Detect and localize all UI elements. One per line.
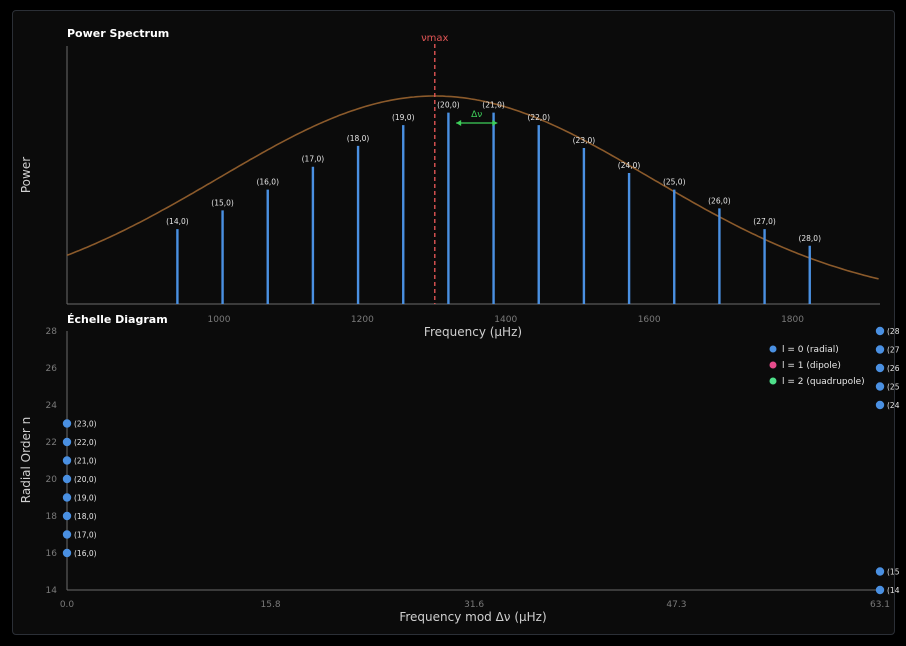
power-x-ticks: 1000 1200 1400 1600 1800: [208, 315, 805, 325]
echelle-point-label: (21,0): [74, 457, 97, 466]
legend-marker-l1: [769, 361, 777, 369]
echelle-y-tick-label: 26: [46, 364, 58, 374]
power-x-tick-label: 1000: [208, 315, 231, 325]
mode-peak-label: (15,0): [211, 198, 234, 207]
mode-peak-label: (21,0): [482, 101, 505, 110]
power-spectrum-title: Power Spectrum: [67, 27, 169, 40]
echelle-point: [875, 326, 885, 336]
power-envelope-curve: [66, 95, 879, 280]
chart-panel: [12, 10, 895, 635]
echelle-point: [62, 419, 72, 428]
power-y-label: Power: [19, 157, 33, 193]
legend-label-l0: l = 0 (radial): [782, 345, 839, 355]
echelle-point-label: (28: [887, 327, 900, 336]
legend-marker-l2: [769, 377, 777, 385]
echelle-point-label: (20,0): [74, 475, 97, 484]
mode-peak-label: (16,0): [256, 178, 279, 187]
echelle-point-label: (24: [887, 401, 900, 410]
echelle-y-tick-label: 28: [46, 327, 58, 337]
echelle-x-tick-label: 63.1: [870, 600, 890, 610]
delta-nu-arrowhead-left: [456, 120, 462, 126]
echelle-x-tick-label: 47.3: [666, 600, 686, 610]
echelle-point: [62, 511, 72, 521]
mode-peak-label: (14,0): [166, 217, 189, 226]
delta-nu-marker: Δν: [456, 110, 498, 126]
echelle-point: [62, 530, 72, 539]
mode-peak-label: (22,0): [527, 113, 550, 122]
echelle-title: Échelle Diagram: [67, 313, 168, 326]
power-x-tick-label: 1600: [638, 315, 661, 325]
echelle-point: [62, 548, 72, 558]
echelle-point-label: (26: [887, 364, 900, 373]
echelle-point-label: (23,0): [74, 420, 97, 429]
legend-label-l1: l = 1 (dipole): [782, 361, 841, 371]
echelle-y-tick-label: 14: [46, 586, 58, 596]
echelle-point: [62, 493, 72, 502]
echelle-y-tick-label: 18: [46, 512, 58, 522]
mode-peak-label: (18,0): [347, 134, 370, 143]
echelle-y-tick-label: 16: [46, 549, 58, 559]
echelle-y-tick-label: 20: [46, 475, 58, 485]
echelle-x-tick-label: 0.0: [60, 600, 75, 610]
echelle-x-tick-label: 31.6: [464, 600, 484, 610]
echelle-y-label: Radial Order n: [19, 417, 33, 503]
mode-peak-label: (26,0): [708, 196, 731, 205]
echelle-panel: Échelle Diagram Radial Order n Frequency…: [19, 313, 900, 624]
echelle-x-ticks: 0.0 15.8 31.6 47.3 63.1: [60, 600, 890, 610]
echelle-point-label: (22,0): [74, 438, 97, 447]
mode-peak-label: (20,0): [437, 101, 460, 110]
echelle-point-label: (25: [887, 383, 900, 392]
echelle-point: [62, 474, 72, 484]
mode-peak-label: (17,0): [302, 155, 325, 164]
echelle-point-label: (15: [887, 568, 900, 577]
mode-peak-label: (23,0): [573, 136, 596, 145]
mode-peak-label: (28,0): [798, 234, 821, 243]
echelle-point-label: (27: [887, 346, 900, 355]
delta-nu-arrowhead-right: [492, 120, 498, 126]
echelle-y-tick-label: 24: [46, 401, 58, 411]
mode-peak-label: (19,0): [392, 113, 415, 122]
echelle-point-label: (14: [887, 586, 900, 595]
echelle-y-ticks: 14 16 18 20 22 24 26 28: [46, 327, 58, 596]
echelle-point-label: (16,0): [74, 549, 97, 558]
echelle-legend: l = 0 (radial) l = 1 (dipole) l = 2 (qua…: [769, 345, 865, 387]
echelle-x-label: Frequency mod Δν (μHz): [399, 610, 546, 624]
echelle-point: [875, 382, 885, 391]
echelle-point: [62, 437, 72, 447]
power-x-label: Frequency (μHz): [424, 325, 522, 339]
mode-peak-label: (24,0): [618, 161, 641, 170]
power-spectrum-panel: Power Spectrum Power Frequency (μHz) 100…: [19, 27, 880, 339]
echelle-point-label: (18,0): [74, 512, 97, 521]
mode-peak-label: (25,0): [663, 178, 686, 187]
echelle-point: [875, 363, 885, 373]
echelle-point: [875, 345, 885, 354]
echelle-point: [62, 456, 72, 465]
delta-nu-label: Δν: [471, 110, 482, 120]
echelle-x-tick-label: 15.8: [261, 600, 281, 610]
legend-marker-l0: [769, 345, 777, 353]
power-x-tick-label: 1800: [781, 315, 804, 325]
echelle-y-tick-label: 22: [46, 438, 57, 448]
power-x-tick-label: 1400: [494, 315, 517, 325]
echelle-points: (16,0) (17,0) (18,0) (19,0) (20,0) (21,0) (22,…: [62, 326, 900, 595]
echelle-point: [875, 567, 885, 576]
numax-label: νmax: [421, 33, 448, 44]
echelle-point: [875, 400, 885, 410]
mode-peak-label: (27,0): [753, 217, 776, 226]
mode-peaks: (14,0) (15,0) (16,0) (17,0) (18,0) (19,0) (20,…: [166, 101, 821, 304]
echelle-point-label: (19,0): [74, 494, 97, 503]
power-x-tick-label: 1200: [351, 315, 374, 325]
legend-label-l2: l = 2 (quadrupole): [782, 377, 865, 387]
echelle-point-label: (17,0): [74, 531, 97, 540]
echelle-point: [875, 585, 885, 595]
